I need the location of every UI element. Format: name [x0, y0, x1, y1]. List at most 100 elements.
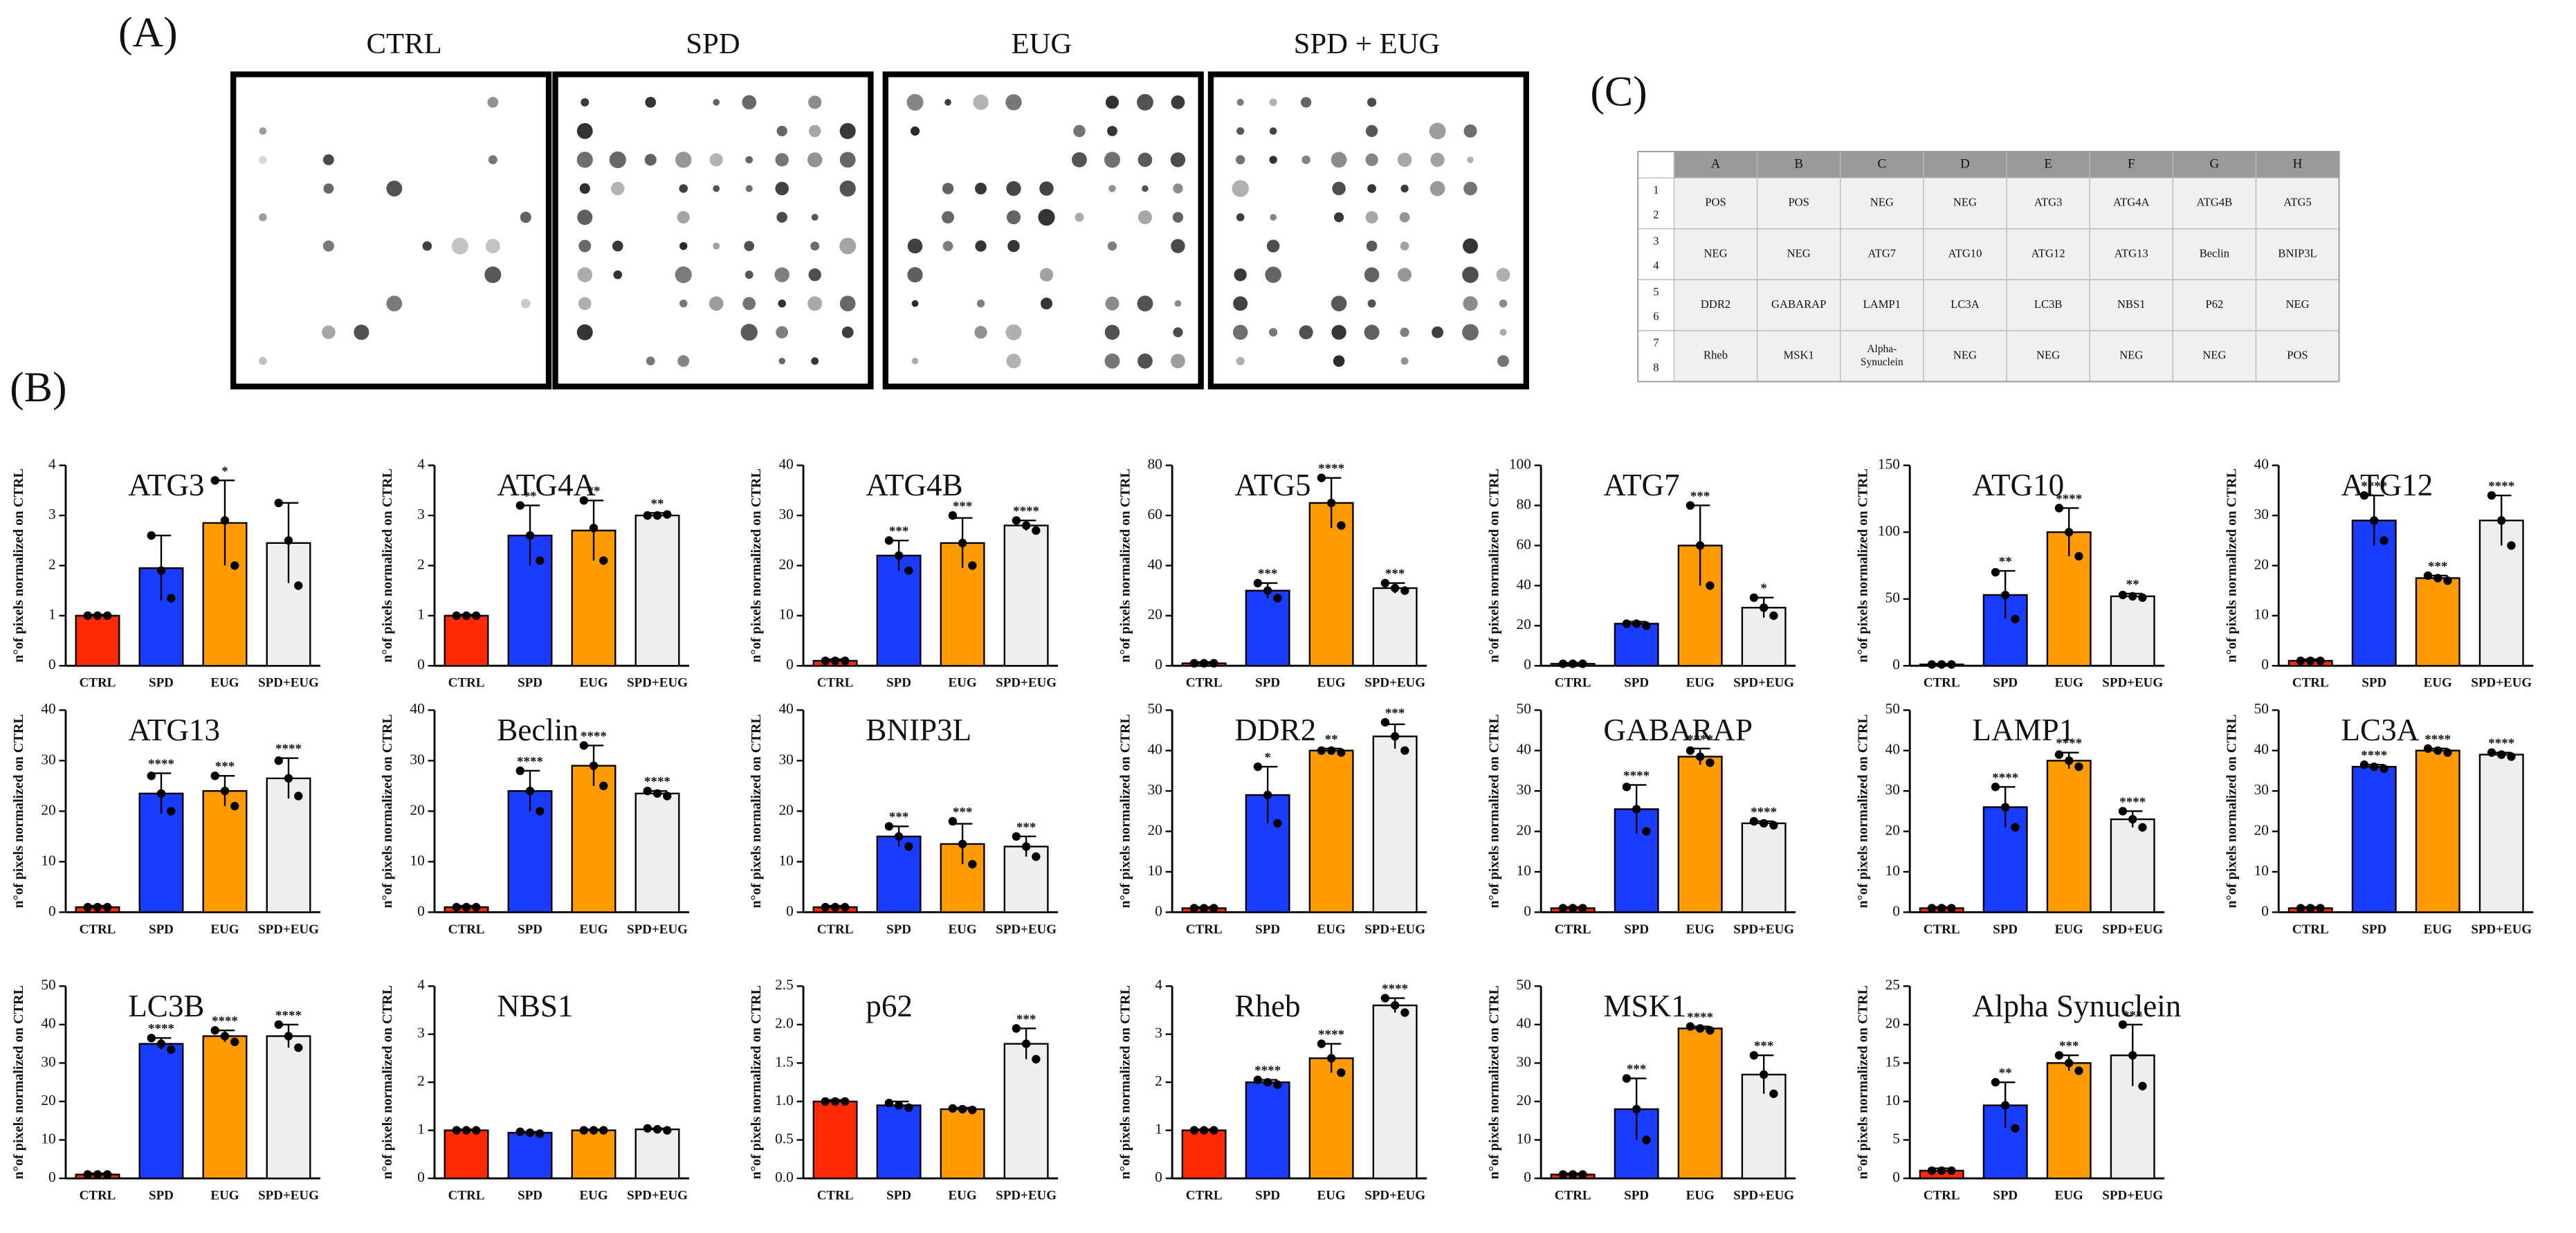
significance: **** [2361, 479, 2387, 493]
x-tick-label: CTRL [1924, 676, 1960, 691]
data-point [103, 1170, 112, 1179]
data-point [1706, 1025, 1715, 1035]
bar [202, 789, 248, 913]
significance: **** [148, 1022, 174, 1036]
data-point [452, 902, 461, 912]
chart-title: MSK1 [1603, 989, 1686, 1023]
blot-dot [1399, 212, 1410, 223]
panel-label: (C) [1590, 68, 1647, 115]
y-tick-label: 150 [1878, 455, 1900, 472]
data-point [643, 786, 652, 796]
blot-frame [552, 71, 874, 390]
blot-dot [612, 240, 623, 252]
significance: **** [2488, 479, 2514, 493]
y-tick-label: 10 [41, 852, 55, 868]
data-point [2054, 750, 2064, 759]
blot-dot [1463, 124, 1477, 138]
blot-dot [1266, 239, 1280, 253]
blot-dot [322, 325, 336, 340]
blot-dot [1138, 152, 1153, 167]
data-point [894, 551, 904, 560]
blot-dot [323, 183, 334, 194]
blot-dot [976, 300, 985, 308]
y-tick-label: 0 [2261, 902, 2269, 919]
data-point [2507, 541, 2516, 550]
y-tick-label: 40 [2254, 741, 2269, 758]
data-point [525, 1128, 535, 1138]
table-cell: GABARAP [1771, 298, 1826, 311]
significance: **** [1992, 771, 2018, 785]
data-point [230, 801, 239, 811]
significance: **** [2361, 749, 2387, 763]
y-tick-label: 80 [1148, 455, 1162, 472]
data-point [821, 656, 830, 666]
blot-dot [487, 96, 499, 108]
blot-dot [839, 237, 857, 255]
blot-dot [1397, 152, 1412, 167]
row-number: 1 [1653, 183, 1659, 197]
blot-dot [1364, 325, 1380, 340]
y-axis-title: n°of pixels normalized on CTRL [1117, 714, 1133, 908]
blot-dot [742, 95, 757, 110]
y-tick-label: 10 [2254, 862, 2269, 879]
blot-dot [581, 98, 590, 107]
y-tick-label: 25 [1885, 976, 1900, 993]
blot-dot [807, 152, 823, 167]
data-point [2118, 1020, 2128, 1029]
y-tick-label: 1 [417, 606, 425, 623]
data-point [589, 1126, 599, 1135]
y-tick-label: 2.5 [775, 976, 794, 993]
y-tick-label: 0 [786, 656, 794, 673]
bar [2478, 754, 2524, 913]
x-tick-label: EUG [949, 1189, 977, 1203]
row-number: 7 [1653, 336, 1659, 349]
data-point [1642, 621, 1651, 630]
data-point [904, 842, 913, 851]
x-tick-label: SPD+EUG [1733, 922, 1794, 937]
y-tick-label: 80 [1517, 495, 1531, 512]
y-tick-label: 60 [1517, 536, 1531, 552]
data-point [2423, 571, 2433, 581]
data-point [167, 807, 176, 816]
data-point [652, 789, 662, 798]
blot-dot [259, 356, 267, 365]
data-point [1390, 732, 1400, 741]
data-point [1189, 1126, 1199, 1135]
data-point [525, 786, 535, 796]
y-tick-label: 40 [1517, 741, 1531, 758]
data-point [472, 902, 481, 912]
y-tick-label: 0 [1892, 656, 1900, 673]
blot-dot [1331, 152, 1347, 168]
data-point [1568, 659, 1578, 668]
data-point [1769, 611, 1778, 620]
blot-dot [1236, 127, 1245, 135]
y-tick-label: 0 [48, 656, 56, 673]
blot-dot [386, 181, 403, 197]
y-tick-label: 2 [417, 556, 425, 572]
data-point [1927, 1166, 1937, 1176]
bar-chart: n°of pixels normalized on CTRL 0 10 20 30 40 5… [1855, 700, 2165, 937]
significance: **** [1254, 1063, 1281, 1078]
blot-dot [1105, 296, 1120, 311]
blot-dot [679, 184, 688, 193]
data-point [1558, 659, 1568, 668]
blot-dot [578, 239, 592, 253]
chart-title: Beclin [497, 713, 578, 747]
table-cell: NEG [2202, 348, 2226, 361]
data-point [958, 538, 967, 547]
blot-dot [944, 99, 951, 106]
bar [2046, 760, 2092, 913]
y-tick-label: 30 [778, 506, 793, 522]
chart-title: ATG10 [1972, 468, 2064, 502]
y-tick-label: 20 [1885, 821, 1900, 838]
bar [202, 1035, 248, 1180]
y-tick-label: 30 [1517, 781, 1531, 798]
bar-chart: n°of pixels normalized on CTRL 0 10 20 30 40 A… [11, 700, 321, 937]
x-tick-label: SPD [1624, 1189, 1649, 1203]
blot-dot [576, 122, 593, 139]
y-tick-label: 2 [1155, 1072, 1162, 1089]
significance: **** [1751, 805, 1777, 819]
row-number: 6 [1653, 310, 1659, 323]
blot-dot [1005, 94, 1022, 111]
y-tick-label: 1 [1155, 1120, 1162, 1137]
